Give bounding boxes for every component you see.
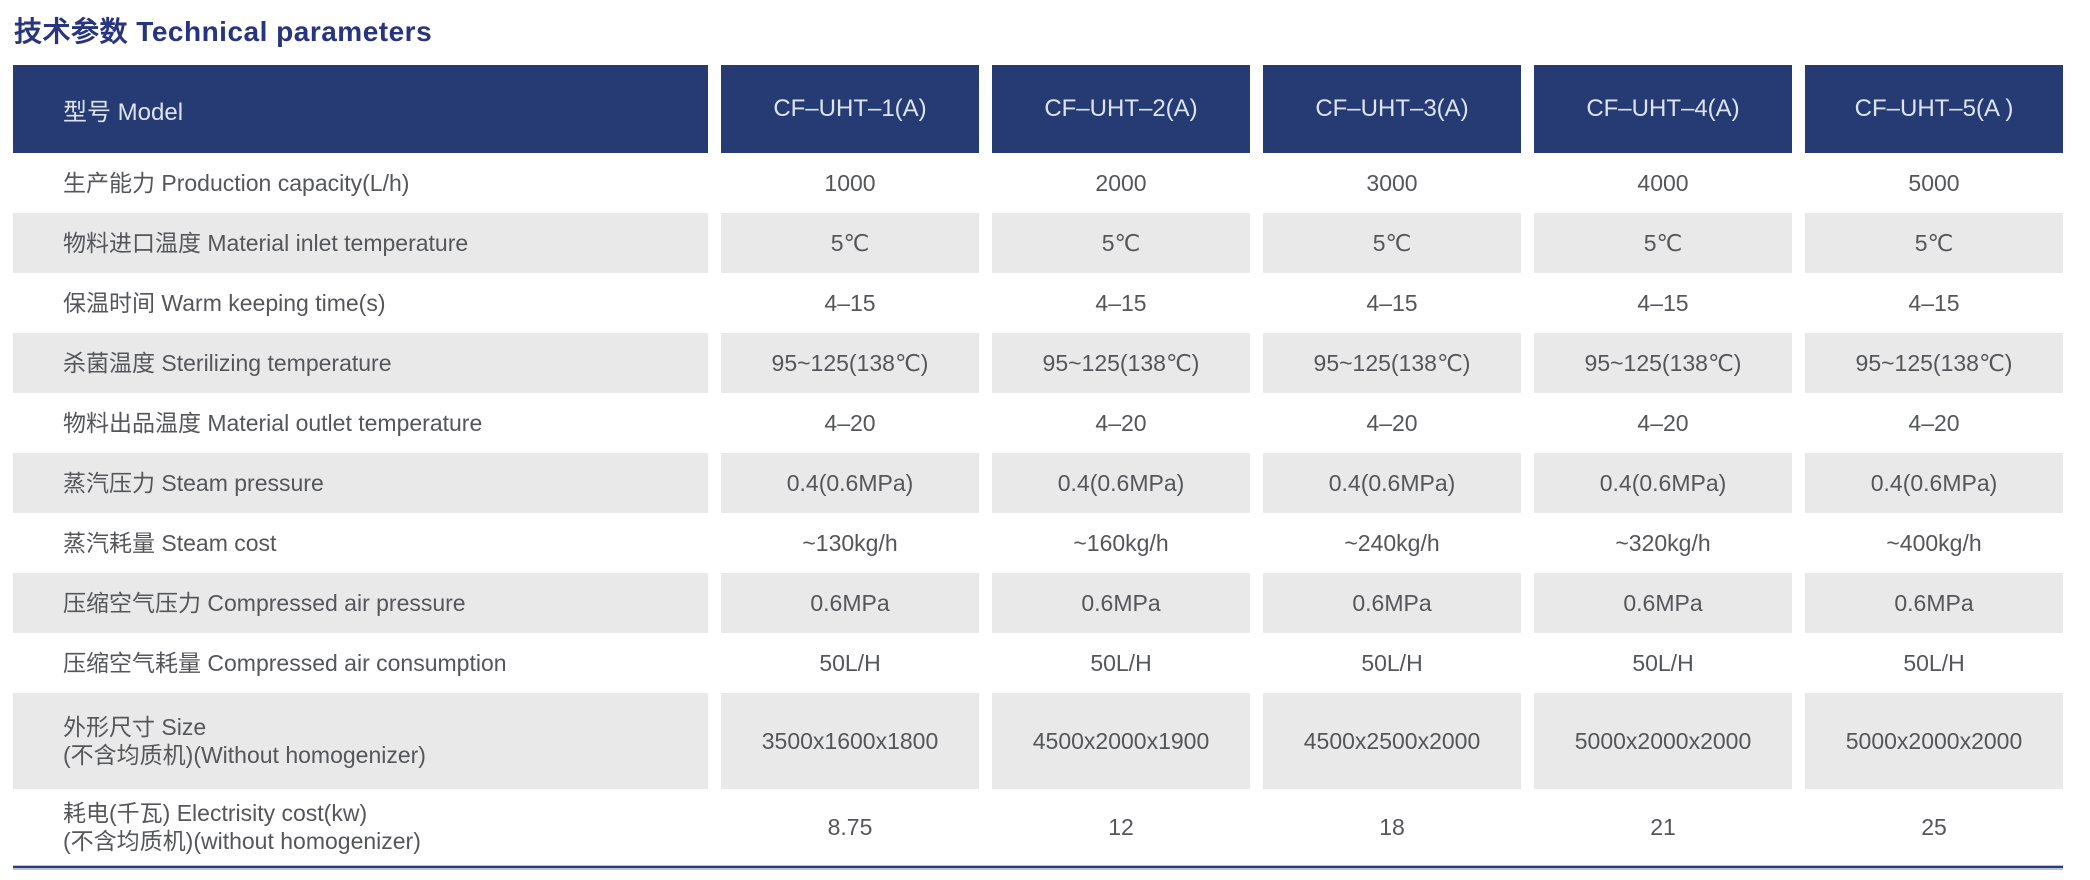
value-cell: 4–15: [721, 273, 979, 333]
table-row: 压缩空气压力 Compressed air pressure 0.6MPa 0.…: [13, 573, 2063, 633]
value-cell: 5000: [1805, 153, 2063, 213]
value-cell: 18: [1263, 789, 1521, 865]
value-cell: 5℃: [1805, 213, 2063, 273]
table-row: 耗电(千瓦) Electrisity cost(kw) (不含均质机)(with…: [13, 789, 2063, 865]
value-cell: ~320kg/h: [1534, 513, 1792, 573]
table-row: 蒸汽耗量 Steam cost ~130kg/h ~160kg/h ~240kg…: [13, 513, 2063, 573]
value-cell: 0.6MPa: [1805, 573, 2063, 633]
technical-parameters-page: 技术参数 Technical parameters 型号 Model CF–UH…: [0, 10, 2090, 880]
model-column-header: CF–UHT–1(A): [721, 65, 979, 153]
table-row: 保温时间 Warm keeping time(s) 4–15 4–15 4–15…: [13, 273, 2063, 333]
model-column-header: CF–UHT–3(A): [1263, 65, 1521, 153]
value-cell: 5℃: [1263, 213, 1521, 273]
value-cell: 12: [992, 789, 1250, 865]
value-cell: 4500x2000x1900: [992, 693, 1250, 789]
value-cell: 4–15: [992, 273, 1250, 333]
table-header-row: 型号 Model CF–UHT–1(A) CF–UHT–2(A) CF–UHT–…: [13, 65, 2063, 153]
value-cell: ~240kg/h: [1263, 513, 1521, 573]
model-column-header: CF–UHT–2(A): [992, 65, 1250, 153]
value-cell: 50L/H: [1534, 633, 1792, 693]
value-cell: 4–20: [992, 393, 1250, 453]
value-cell: ~160kg/h: [992, 513, 1250, 573]
model-header-label: 型号 Model: [13, 65, 708, 153]
value-cell: 25: [1805, 789, 2063, 865]
row-label: 物料出品温度 Material outlet temperature: [13, 393, 708, 453]
row-label: 物料进口温度 Material inlet temperature: [13, 213, 708, 273]
row-label: 保温时间 Warm keeping time(s): [13, 273, 708, 333]
value-cell: 5000x2000x2000: [1805, 693, 2063, 789]
value-cell: 95~125(138℃): [721, 333, 979, 393]
value-cell: 4–20: [1263, 393, 1521, 453]
value-cell: 0.4(0.6MPa): [1263, 453, 1521, 513]
table-row: 生产能力 Production capacity(L/h) 1000 2000 …: [13, 153, 2063, 213]
value-cell: ~130kg/h: [721, 513, 979, 573]
value-cell: 50L/H: [992, 633, 1250, 693]
table-row: 蒸汽压力 Steam pressure 0.4(0.6MPa) 0.4(0.6M…: [13, 453, 2063, 513]
table-row: 外形尺寸 Size (不含均质机)(Without homogenizer) 3…: [13, 693, 2063, 789]
bottom-rule: [13, 865, 2063, 870]
table-row: 物料出品温度 Material outlet temperature 4–20 …: [13, 393, 2063, 453]
value-cell: 0.4(0.6MPa): [1805, 453, 2063, 513]
table-row: 物料进口温度 Material inlet temperature 5℃ 5℃ …: [13, 213, 2063, 273]
value-cell: 5℃: [1534, 213, 1792, 273]
value-cell: 5000x2000x2000: [1534, 693, 1792, 789]
row-label: 蒸汽耗量 Steam cost: [13, 513, 708, 573]
page-title: 技术参数 Technical parameters: [14, 10, 2090, 50]
table-row: 杀菌温度 Sterilizing temperature 95~125(138℃…: [13, 333, 2063, 393]
technical-parameters-table: 型号 Model CF–UHT–1(A) CF–UHT–2(A) CF–UHT–…: [0, 65, 2076, 865]
value-cell: ~400kg/h: [1805, 513, 2063, 573]
value-cell: 0.4(0.6MPa): [721, 453, 979, 513]
model-column-header: CF–UHT–5(A ): [1805, 65, 2063, 153]
value-cell: 4–20: [1805, 393, 2063, 453]
value-cell: 5℃: [721, 213, 979, 273]
value-cell: 5℃: [992, 213, 1250, 273]
value-cell: 95~125(138℃): [1263, 333, 1521, 393]
value-cell: 0.6MPa: [1263, 573, 1521, 633]
page-title-zh: 技术参数: [14, 16, 129, 47]
value-cell: 0.6MPa: [721, 573, 979, 633]
value-cell: 4–15: [1534, 273, 1792, 333]
value-cell: 3500x1600x1800: [721, 693, 979, 789]
value-cell: 4500x2500x2000: [1263, 693, 1521, 789]
row-label: 生产能力 Production capacity(L/h): [13, 153, 708, 213]
value-cell: 4000: [1534, 153, 1792, 213]
page-title-en: Technical parameters: [136, 16, 433, 47]
value-cell: 8.75: [721, 789, 979, 865]
value-cell: 50L/H: [721, 633, 979, 693]
value-cell: 4–15: [1805, 273, 2063, 333]
row-label: 外形尺寸 Size (不含均质机)(Without homogenizer): [13, 693, 708, 789]
value-cell: 3000: [1263, 153, 1521, 213]
value-cell: 4–15: [1263, 273, 1521, 333]
value-cell: 50L/H: [1263, 633, 1521, 693]
value-cell: 21: [1534, 789, 1792, 865]
value-cell: 0.4(0.6MPa): [1534, 453, 1792, 513]
table-row: 压缩空气耗量 Compressed air consumption 50L/H …: [13, 633, 2063, 693]
value-cell: 50L/H: [1805, 633, 2063, 693]
value-cell: 4–20: [1534, 393, 1792, 453]
model-column-header: CF–UHT–4(A): [1534, 65, 1792, 153]
value-cell: 0.6MPa: [992, 573, 1250, 633]
row-label: 蒸汽压力 Steam pressure: [13, 453, 708, 513]
value-cell: 0.4(0.6MPa): [992, 453, 1250, 513]
value-cell: 4–20: [721, 393, 979, 453]
value-cell: 95~125(138℃): [992, 333, 1250, 393]
value-cell: 0.6MPa: [1534, 573, 1792, 633]
row-label: 杀菌温度 Sterilizing temperature: [13, 333, 708, 393]
row-label: 压缩空气耗量 Compressed air consumption: [13, 633, 708, 693]
value-cell: 95~125(138℃): [1534, 333, 1792, 393]
value-cell: 95~125(138℃): [1805, 333, 2063, 393]
row-label: 压缩空气压力 Compressed air pressure: [13, 573, 708, 633]
value-cell: 1000: [721, 153, 979, 213]
value-cell: 2000: [992, 153, 1250, 213]
row-label: 耗电(千瓦) Electrisity cost(kw) (不含均质机)(with…: [13, 789, 708, 865]
